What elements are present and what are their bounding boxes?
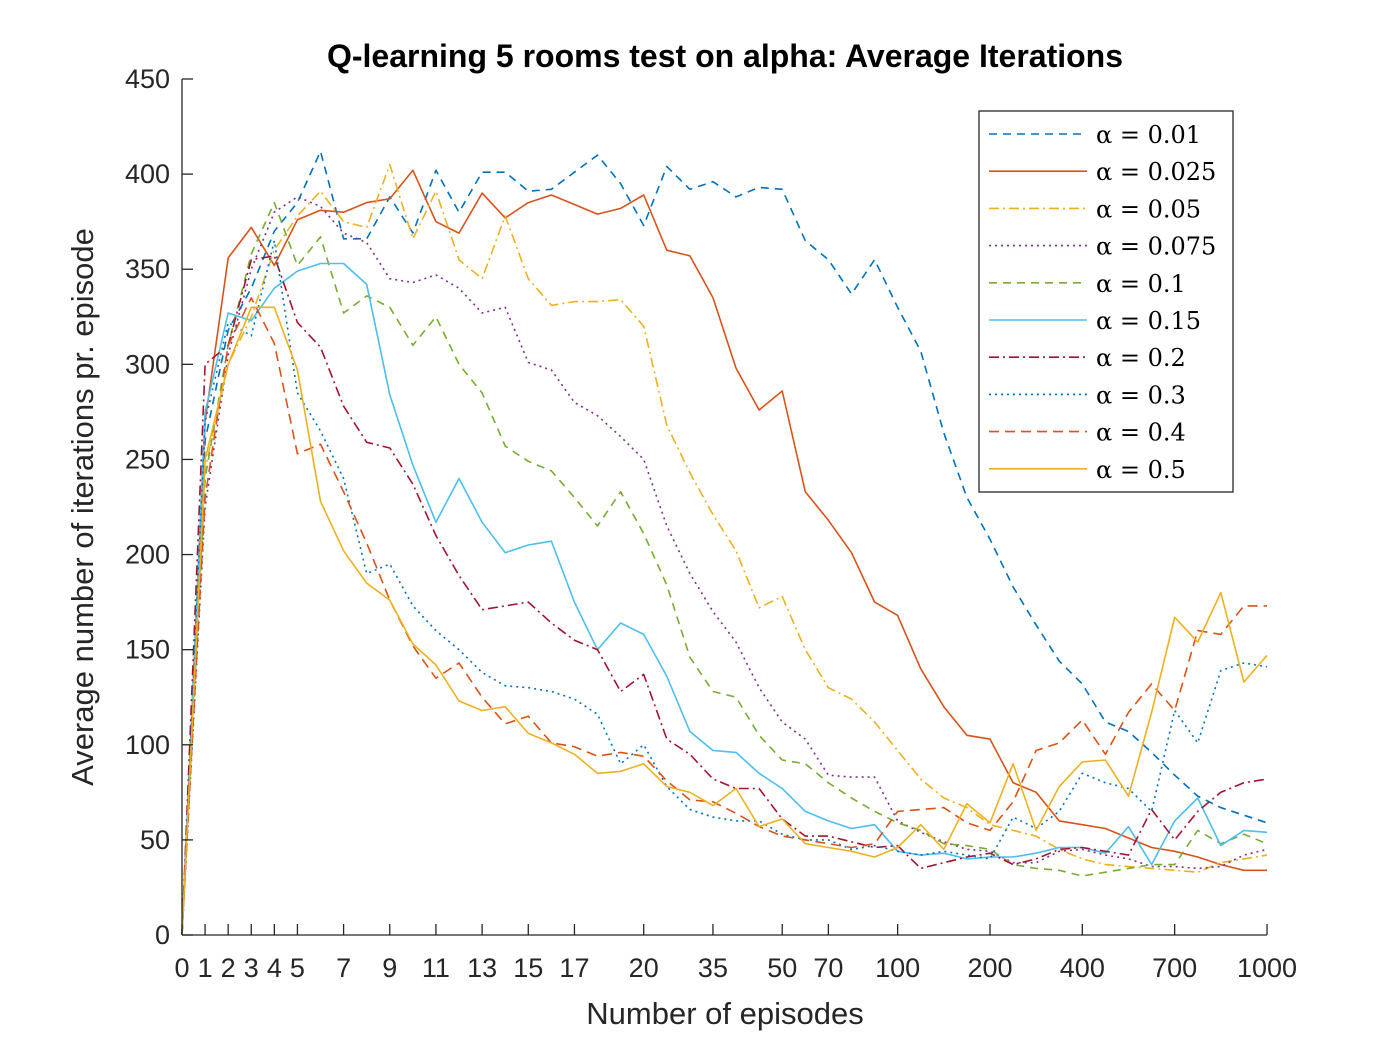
series-line	[181, 296, 1267, 936]
legend-label: α = 0.025	[1096, 158, 1216, 186]
x-tick-label: 1	[198, 953, 213, 983]
legend-label: α = 0.01	[1096, 121, 1201, 149]
legend-label: α = 0.3	[1096, 381, 1186, 409]
series-line	[181, 239, 1268, 936]
series-layer	[181, 150, 1268, 936]
x-ticks: 0 1 2 3 4 5 7 9 11 13 15 17 20 35 50 70 100 200 400 700 1000	[174, 924, 1297, 983]
x-tick-label: 13	[467, 953, 497, 983]
legend-label: α = 0.5	[1096, 456, 1186, 484]
x-tick-label: 11	[422, 953, 450, 983]
legend-label: α = 0.4	[1096, 419, 1186, 447]
y-axis-label: Average number of iterations pr. episode	[65, 228, 100, 786]
x-tick-label: 0	[174, 953, 189, 983]
legend: α = 0.01 α = 0.025 α = 0.05 α = 0.075 α = 0.…	[978, 110, 1234, 493]
legend-label: α = 0.2	[1096, 344, 1186, 372]
y-tick-label: 250	[125, 444, 170, 474]
x-tick-label: 20	[629, 953, 659, 983]
x-tick-label: 1000	[1237, 953, 1297, 983]
series-line	[181, 150, 1268, 936]
legend-box	[978, 110, 1234, 493]
x-tick-label: 9	[382, 953, 397, 983]
series-line	[181, 306, 1268, 936]
series-line	[181, 201, 1268, 936]
plot-area	[181, 150, 1268, 936]
x-tick-label: 17	[559, 953, 589, 983]
x-tick-label: 70	[813, 953, 843, 983]
series-line	[181, 169, 1267, 936]
x-tick-label: 15	[513, 953, 543, 983]
y-tick-label: 450	[125, 64, 170, 94]
x-tick-label: 400	[1060, 953, 1105, 983]
x-tick-label: 50	[767, 953, 797, 983]
x-tick-label: 4	[267, 953, 282, 983]
legend-label: α = 0.1	[1096, 270, 1186, 298]
x-tick-label: 7	[336, 953, 351, 983]
y-tick-label: 100	[125, 730, 170, 760]
series-line	[181, 163, 1268, 936]
y-ticks: 0 50 100 150 200 250 300 350 400 450	[125, 64, 193, 950]
x-tick-label: 2	[221, 953, 236, 983]
y-tick-label: 300	[125, 349, 170, 379]
x-axis-label: Number of episodes	[586, 996, 863, 1031]
x-tick-label: 700	[1152, 953, 1197, 983]
x-tick-label: 5	[290, 953, 305, 983]
series-line	[181, 255, 1268, 936]
legend-label: α = 0.05	[1096, 195, 1201, 223]
x-tick-label: 200	[967, 953, 1012, 983]
y-tick-label: 200	[125, 540, 170, 570]
x-tick-label: 100	[875, 953, 920, 983]
y-tick-label: 350	[125, 254, 170, 284]
y-tick-label: 0	[155, 920, 170, 950]
x-tick-label: 35	[698, 953, 728, 983]
x-tick-label: 3	[244, 953, 259, 983]
y-tick-label: 150	[125, 635, 170, 665]
chart-title: Q-learning 5 rooms test on alpha: Averag…	[327, 38, 1123, 74]
y-tick-label: 400	[125, 159, 170, 189]
legend-label: α = 0.15	[1096, 307, 1201, 335]
y-tick-label: 50	[140, 825, 170, 855]
axes: 0 50 100 150 200 250 300 350 400 450 0 1 2 3 4 5 7 9 11 13…	[125, 64, 1297, 983]
legend-label: α = 0.075	[1096, 233, 1216, 261]
series-line	[181, 196, 1268, 936]
